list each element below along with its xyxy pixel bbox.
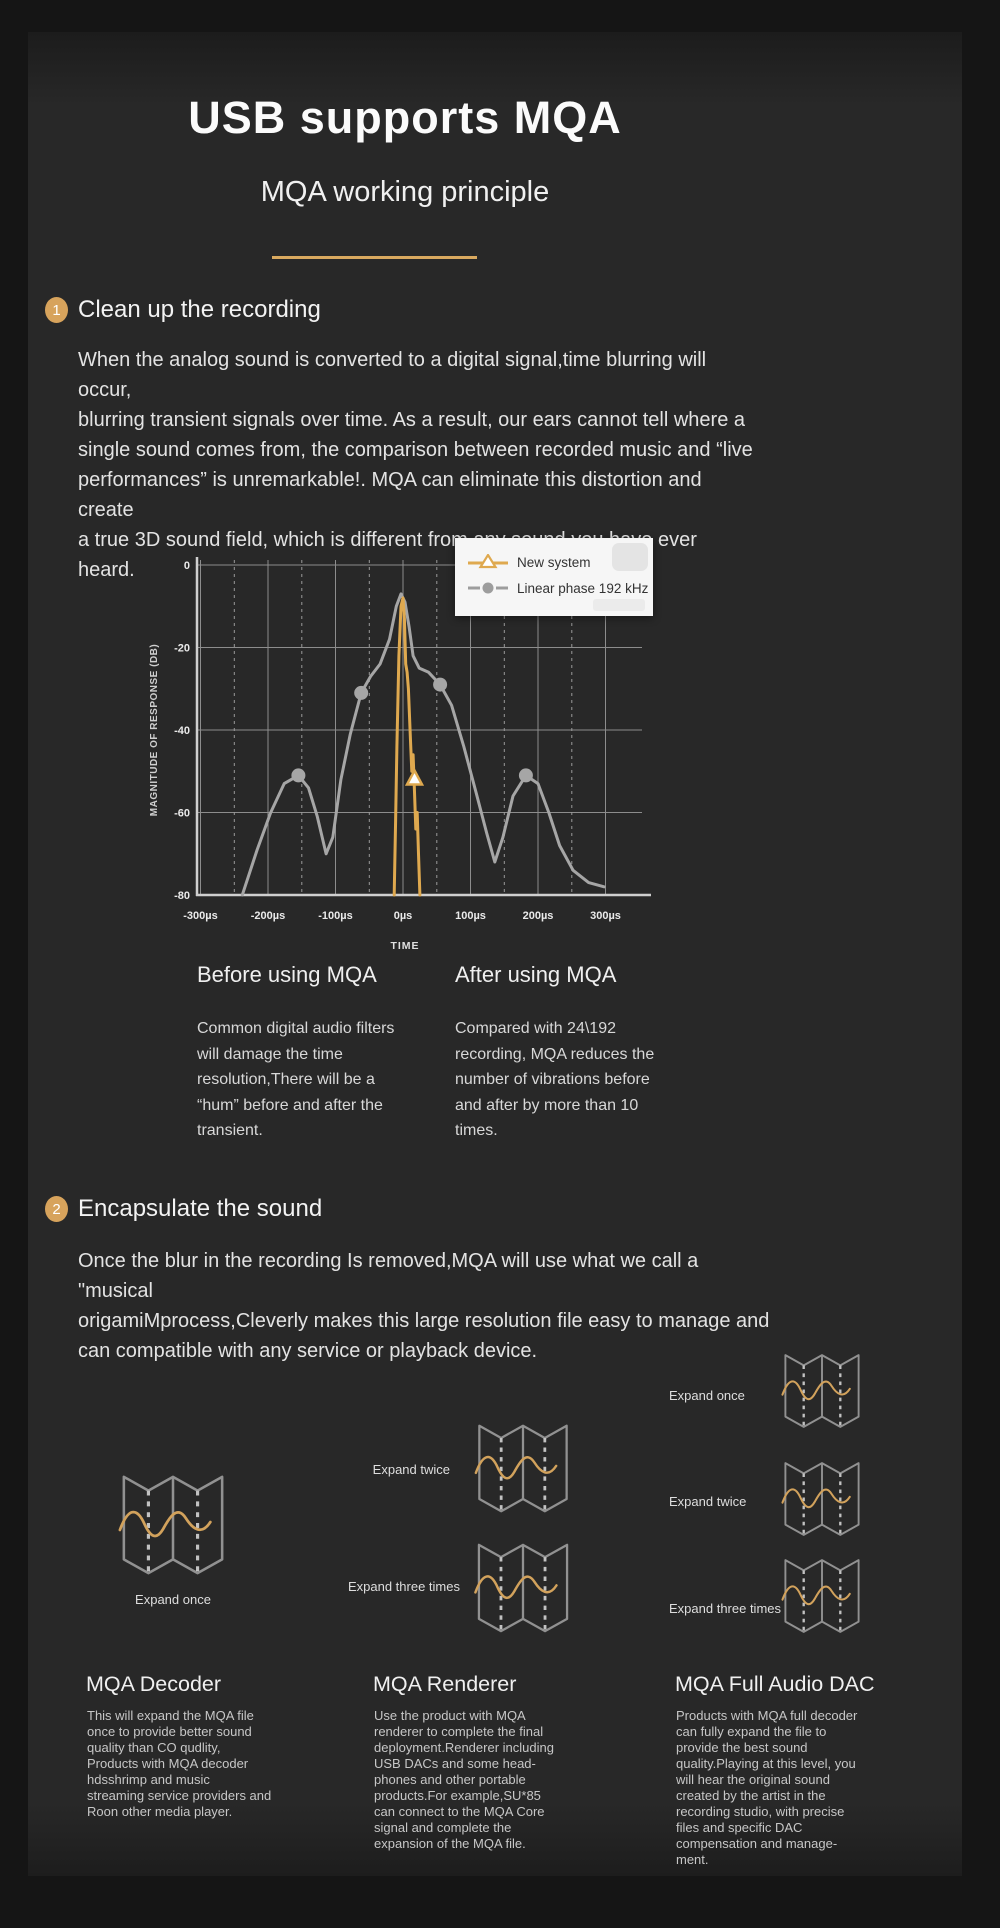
step-1-description: When the analog sound is converted to a …	[78, 349, 753, 581]
mqa-full-audio-dac-heading: MQA Full Audio DAC	[675, 1672, 875, 1696]
origami-icon	[474, 1424, 569, 1513]
svg-text:-40: -40	[174, 725, 190, 737]
triangle-marker-icon	[468, 554, 508, 569]
legend-label-new-system: New system	[517, 554, 591, 570]
svg-text:0: 0	[184, 560, 190, 572]
expand-label: Expand twice	[669, 1494, 747, 1509]
expand-label: Expand three times	[669, 1601, 782, 1616]
origami-icon	[781, 1461, 860, 1537]
step-1-heading: Clean up the recording	[78, 296, 321, 323]
origami-icon	[781, 1558, 860, 1634]
svg-text:0µs: 0µs	[394, 910, 413, 922]
svg-text:-60: -60	[174, 808, 190, 820]
response-chart: 0 -20 -40 -60 -80 -300µs -200µs -100µs 0µs 100µs 2…	[145, 530, 665, 960]
expand-label: Expand once	[135, 1592, 211, 1607]
legend-decoration-blob	[593, 599, 645, 611]
svg-text:200µs: 200µs	[523, 910, 554, 922]
after-mqa-description: Compared with 24\192 recording, MQA redu…	[455, 1020, 655, 1139]
page-title: USB supports MQA	[188, 92, 622, 143]
svg-text:300µs: 300µs	[590, 910, 621, 922]
svg-text:-80: -80	[174, 890, 190, 902]
response-chart-svg: 0 -20 -40 -60 -80 -300µs -200µs -100µs 0µs 100µs 2…	[149, 557, 651, 952]
svg-text:-20: -20	[174, 643, 190, 655]
circle-marker-icon	[468, 582, 508, 594]
svg-text:-200µs: -200µs	[251, 910, 285, 922]
step-2-heading: Encapsulate the sound	[78, 1195, 323, 1222]
page-subtitle: MQA working principle	[260, 176, 550, 208]
legend-label-linear-phase: Linear phase 192 kHz	[517, 580, 649, 596]
before-mqa-description: Common digital audio filters will damage…	[197, 1020, 395, 1139]
expand-label: Expand once	[669, 1388, 745, 1403]
svg-text:TIME: TIME	[390, 940, 419, 952]
mqa-renderer-heading: MQA Renderer	[373, 1672, 517, 1696]
origami-icon	[118, 1475, 224, 1575]
mqa-full-audio-dac-description: Products with MQA full decoder can fully…	[676, 1708, 858, 1867]
step-1-badge: 1	[45, 297, 68, 323]
svg-text:MAGNITUDE OF RESPONSE (DB): MAGNITUDE OF RESPONSE (DB)	[149, 644, 160, 816]
mqa-renderer-description: Use the product with MQA renderer to com…	[374, 1708, 554, 1851]
mqa-decoder-heading: MQA Decoder	[86, 1672, 222, 1696]
mqa-decoder-description: This will expand the MQA file once to pr…	[87, 1708, 272, 1819]
title-divider	[272, 256, 477, 259]
origami-icon	[781, 1353, 860, 1429]
legend-decoration-blob	[612, 543, 648, 571]
expand-label: Expand twice	[372, 1462, 450, 1477]
chart-legend: New system Linear phase 192 kHz	[455, 538, 653, 616]
after-mqa-heading: After using MQA	[455, 962, 617, 987]
origami-icon	[473, 1543, 569, 1633]
svg-text:-300µs: -300µs	[183, 910, 217, 922]
expand-label: Expand three times	[347, 1579, 460, 1594]
step-2-description: Once the blur in the recording Is remove…	[78, 1250, 770, 1362]
legend-item-linear-phase: Linear phase 192 kHz	[467, 575, 653, 601]
before-mqa-heading: Before using MQA	[197, 962, 377, 987]
step-2-badge: 2	[45, 1196, 68, 1222]
legend-item-new-system: New system	[467, 549, 653, 575]
svg-text:-100µs: -100µs	[318, 910, 352, 922]
svg-text:100µs: 100µs	[455, 910, 486, 922]
